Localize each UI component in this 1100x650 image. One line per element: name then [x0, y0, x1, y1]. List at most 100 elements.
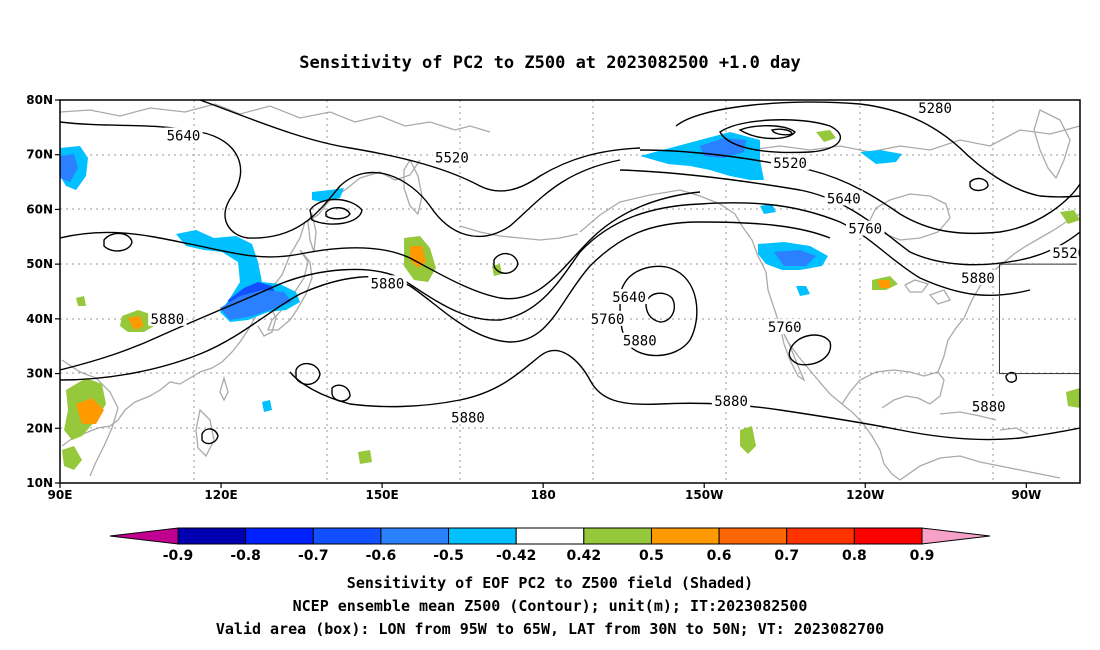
coast-great-lakes: [904, 279, 951, 305]
contour-label-bg: [620, 332, 659, 348]
z500-contours: [60, 100, 1080, 445]
colorbar-swatch: [177, 527, 247, 545]
contour-label: 5880: [714, 394, 748, 410]
contour-5520-north: [199, 100, 641, 192]
contour-label-bg: [824, 190, 863, 206]
colorbar: -0.9 -0.8 -0.7 -0.6 -0.5 -0.42 0.42 0.5 0.6 0.7 0.…: [109, 527, 991, 564]
coast-central-america: [851, 411, 901, 481]
contour-5760-cutoff-inner: [645, 292, 676, 323]
contour-label-bg: [969, 398, 1008, 414]
lon-tick-label: 180: [531, 488, 556, 502]
shade-negative-japan-mid: [220, 290, 292, 320]
contour-label-bg: [368, 275, 407, 291]
contour-label: 5280: [918, 101, 952, 117]
contour-5880-mid: [60, 221, 831, 381]
contour-label: 5880: [972, 399, 1006, 415]
contour-small-low-9: [1005, 371, 1018, 383]
shade-negative-arctic-core: [700, 138, 746, 158]
contour-label-bg: [958, 269, 998, 285]
coast-canada-arctic: [749, 125, 1080, 153]
contour-small-high-4: [201, 428, 219, 445]
colorbar-tick-label: 0.7: [774, 548, 799, 564]
contour-label-bg: [711, 392, 751, 408]
contour-5760: [60, 202, 1031, 371]
colorbar-swatch: [312, 527, 382, 545]
contour-label: 5760: [591, 312, 625, 328]
contour-label: 5640: [1079, 263, 1100, 279]
contour-label: 5880: [371, 276, 405, 292]
contour-label: 5640: [612, 290, 646, 306]
shade-positive-green-atlantic2: [1066, 388, 1080, 408]
colorbar-swatch: [786, 527, 855, 545]
colorbar-tick-label: -0.8: [230, 548, 261, 564]
lat-tick-label: 80N: [26, 93, 53, 107]
coast-us-east: [963, 213, 1080, 319]
lat-tick-label: 60N: [26, 202, 53, 216]
contour-5640-north: [60, 121, 621, 239]
coast-taiwan-philippines: [195, 375, 229, 458]
contour-label: 5640: [167, 129, 201, 145]
coast-indochina: [61, 359, 119, 477]
colorbar-swatch: [718, 527, 788, 545]
colorbar-tick-label: -0.9: [163, 548, 194, 564]
contour-label: 5520: [435, 150, 469, 166]
lat-tick-label: 30N: [26, 367, 53, 381]
colorbar-tick-label: 0.5: [639, 548, 664, 564]
lat-tick-label: 40N: [26, 312, 53, 326]
colorbar-swatch: [448, 527, 517, 545]
coast-south-america: [899, 455, 1061, 481]
lat-tick-label: 10N: [26, 476, 53, 490]
lat-tick-label: 50N: [26, 257, 53, 271]
contour-label-bg: [1088, 286, 1100, 301]
lon-tick-label: 90W: [1011, 488, 1041, 502]
coast-sakhalin: [307, 212, 317, 253]
contour-small-high-3: [331, 384, 351, 402]
coast-hudson-bay: [869, 193, 951, 241]
colorbar-swatch: [245, 527, 314, 545]
valid-area-box: [998, 263, 1080, 375]
contour-label-bg: [164, 127, 203, 143]
shade-positive-green-india3: [76, 296, 86, 306]
contour-label: 5760: [1090, 287, 1100, 303]
shade-positive-orange-bering: [410, 246, 426, 268]
coast-baja: [779, 325, 806, 382]
colorbar-tick-label: 0.6: [707, 548, 732, 564]
caption-line-3: Valid area (box): LON from 95W to 65W, L…: [216, 620, 884, 638]
colorbar-tick-label: 0.42: [567, 548, 602, 564]
contour-label: 5640: [827, 191, 861, 207]
contour-5640-arc: [619, 169, 1080, 266]
lon-tick-label: 120E: [204, 488, 237, 502]
longitude-axis: 90E120E150E180150W120W90W60W: [48, 483, 1041, 502]
colorbar-swatch: [650, 527, 720, 545]
contour-5520-arc: [639, 149, 1080, 235]
colorbar-tick-label: 0.9: [910, 548, 935, 564]
caption-line-2: NCEP ensemble mean Z500 (Contour); unit(…: [293, 597, 808, 615]
coast-greenland: [1033, 109, 1071, 180]
lon-tick-label: 150W: [685, 488, 723, 502]
map-frame: [59, 99, 1081, 484]
shade-positive-orange-newengland: [878, 280, 890, 288]
shade-negative-small-1: [760, 204, 776, 214]
contour-label: 5760: [848, 222, 882, 238]
contour-label-bg: [770, 154, 810, 170]
shade-positive-green-mexico: [740, 426, 756, 454]
coast-gulf-mexico: [841, 369, 945, 409]
shade-negative-small-3: [262, 400, 272, 412]
colorbar-tick-label: -0.42: [496, 548, 536, 564]
colorbar-swatch: [853, 527, 923, 545]
contour-label-bg: [1050, 245, 1080, 261]
colorbar-tick-label: 0.8: [842, 548, 867, 564]
contour-5880-south: [289, 349, 1080, 441]
contour-label: 5520: [1052, 246, 1086, 262]
colorbar-swatch: [380, 527, 450, 545]
shade-negative-hudson-core: [774, 250, 816, 266]
coast-aleutians: [459, 225, 579, 241]
contour-small-low-8: [309, 198, 363, 225]
coast-florida: [937, 317, 965, 373]
shade-positive-green-india: [62, 446, 82, 470]
shade-negative-west-siberia-core: [60, 154, 78, 182]
colorbar-tick-label: -0.5: [433, 548, 464, 564]
lat-tick-label: 20N: [26, 421, 53, 435]
contour-5400-arc: [675, 101, 1080, 198]
